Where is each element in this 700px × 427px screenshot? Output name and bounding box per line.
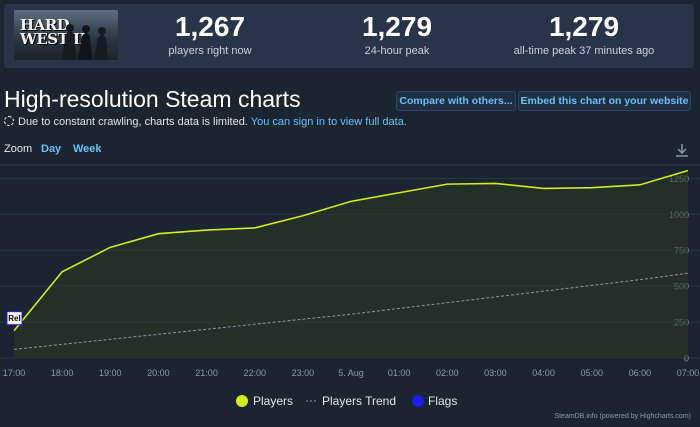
embed-chart-button[interactable]: Embed this chart on your website <box>518 91 691 111</box>
x-tick-label: 20:00 <box>147 368 170 378</box>
x-tick-label: 01:00 <box>388 368 411 378</box>
legend-flags-label: Flags <box>428 394 457 408</box>
download-icon[interactable] <box>674 142 690 158</box>
x-tick-label: 02:00 <box>436 368 459 378</box>
compare-button[interactable]: Compare with others... <box>396 91 516 111</box>
zoom-day-button[interactable]: Day <box>41 143 62 155</box>
sign-in-link[interactable]: You can sign in to view full data. <box>250 116 407 128</box>
x-tick-label: 17:00 <box>3 368 26 378</box>
stat-24h-peak: 1,279 24-hour peak <box>322 10 472 57</box>
page-title: High-resolution Steam charts <box>4 86 301 112</box>
stat-label: 24-hour peak <box>364 45 430 57</box>
game-art-figures <box>62 24 108 60</box>
stats-bar: HARD WEST II 1,267 players right now 1,27… <box>4 4 694 68</box>
notice-text: Due to constant crawling, charts data is… <box>18 116 248 128</box>
stat-value: 1,279 <box>548 11 620 42</box>
game-capsule-image[interactable]: HARD WEST II <box>14 10 118 60</box>
data-limit-notice: Due to constant crawling, charts data is… <box>4 116 407 128</box>
loading-icon <box>4 116 14 126</box>
x-tick-label: 06:00 <box>629 368 652 378</box>
x-tick-label: 5. Aug <box>338 368 364 378</box>
x-tick-label: 04:00 <box>532 368 555 378</box>
x-tick-label: 03:00 <box>484 368 507 378</box>
x-tick-label: 18:00 <box>51 368 74 378</box>
x-tick-label: 05:00 <box>580 368 603 378</box>
legend-players-label: Players <box>253 394 293 408</box>
x-tick-label: 23:00 <box>292 368 315 378</box>
player-count-chart: 02505007501000125017:0018:0019:0020:0021… <box>0 164 700 408</box>
release-flag-label: Rel <box>8 314 20 323</box>
zoom-week-button[interactable]: Week <box>73 143 102 155</box>
stat-value: 1,279 <box>361 11 433 42</box>
legend-flags-marker <box>412 395 424 407</box>
legend-players-marker <box>236 395 248 407</box>
stat-all-time-peak: 1,279 all-time peak 37 minutes ago <box>509 10 659 57</box>
x-tick-label: 22:00 <box>243 368 266 378</box>
x-tick-label: 19:00 <box>99 368 122 378</box>
stat-label: all-time peak 37 minutes ago <box>513 45 655 57</box>
x-tick-label: 21:00 <box>195 368 218 378</box>
players-trend-line <box>13 272 689 350</box>
stat-value: 1,267 <box>174 11 246 42</box>
zoom-label: Zoom <box>4 143 33 155</box>
players-line <box>13 169 689 332</box>
release-flag <box>6 311 23 326</box>
x-tick-label: 07:00 <box>677 368 700 378</box>
players-area <box>14 170 688 358</box>
chart-credits[interactable]: SteamDB.info (powered by Highcharts.com) <box>554 413 691 420</box>
stat-label: players right now <box>168 45 252 57</box>
stat-current-players: 1,267 players right now <box>135 10 285 57</box>
y-tick-label: 0 <box>684 354 689 364</box>
legend-trend-label: Players Trend <box>322 394 396 408</box>
